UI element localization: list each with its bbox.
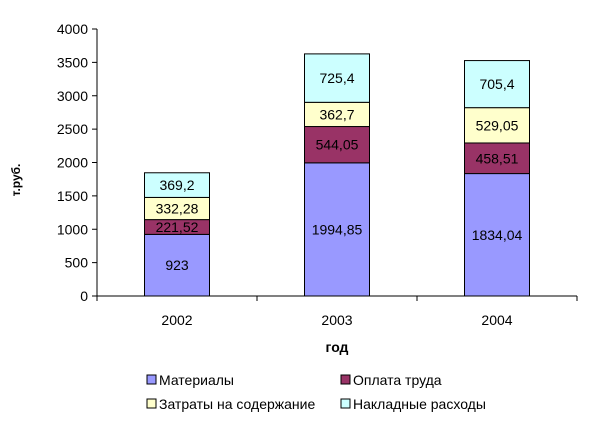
bar-segment (144, 172, 210, 198)
bar-segment (464, 142, 530, 175)
x-axis: 2002 2003 2004 (96, 295, 578, 328)
data-label: 529,05 (476, 117, 519, 133)
x-axis-title: год (326, 339, 349, 355)
y-tick-label: 3500 (57, 54, 88, 70)
legend-label: Накладные расходы (353, 396, 486, 412)
legend-swatch (340, 398, 351, 409)
data-label: 544,05 (316, 137, 359, 153)
legend-label: Материалы (159, 372, 234, 388)
data-label: 221,52 (156, 219, 199, 235)
legend-label: Затраты на содержание (159, 396, 315, 412)
y-axis: 0 500 1000 1500 2000 2500 3000 3500 4000 (57, 21, 98, 304)
data-label: 1834,04 (472, 227, 523, 243)
bar-segment (464, 107, 530, 144)
bar-segment (464, 173, 530, 297)
y-tick-label: 4000 (57, 21, 88, 37)
x-tick-label: 2003 (321, 312, 352, 328)
legend-label: Оплата труда (353, 372, 442, 388)
y-tick-label: 0 (80, 288, 88, 304)
data-label: 705,4 (479, 76, 514, 92)
bar-segment (304, 53, 370, 103)
bar-segment (304, 101, 370, 128)
bar-segment (464, 60, 530, 109)
data-label: 923 (165, 257, 189, 273)
data-label: 362,7 (319, 106, 354, 122)
bars (144, 53, 530, 297)
y-axis-title: т.руб. (9, 164, 23, 197)
data-label: 369,2 (159, 177, 194, 193)
y-tick-label: 2000 (57, 155, 88, 171)
y-tick-label: 1000 (57, 221, 88, 237)
data-label: 1994,85 (312, 221, 363, 237)
bar-segment (144, 233, 210, 297)
y-tick-label: 3000 (57, 88, 88, 104)
x-tick-label: 2004 (481, 312, 512, 328)
legend-swatch (146, 374, 157, 385)
data-labels: 923 221,52 332,28 369,2 1994,85 544,05 362,7 72… (156, 70, 523, 273)
y-tick-label: 500 (65, 255, 89, 271)
data-label: 458,51 (476, 150, 519, 166)
y-tick-label: 2500 (57, 121, 88, 137)
y-tick-label: 1500 (57, 188, 88, 204)
x-tick-label: 2002 (161, 312, 192, 328)
legend: Материалы Оплата труда Затраты на содержан… (146, 372, 486, 412)
legend-swatch (340, 374, 351, 385)
data-label: 725,4 (319, 70, 354, 86)
legend-swatch (146, 398, 157, 409)
data-label: 332,28 (156, 201, 199, 217)
